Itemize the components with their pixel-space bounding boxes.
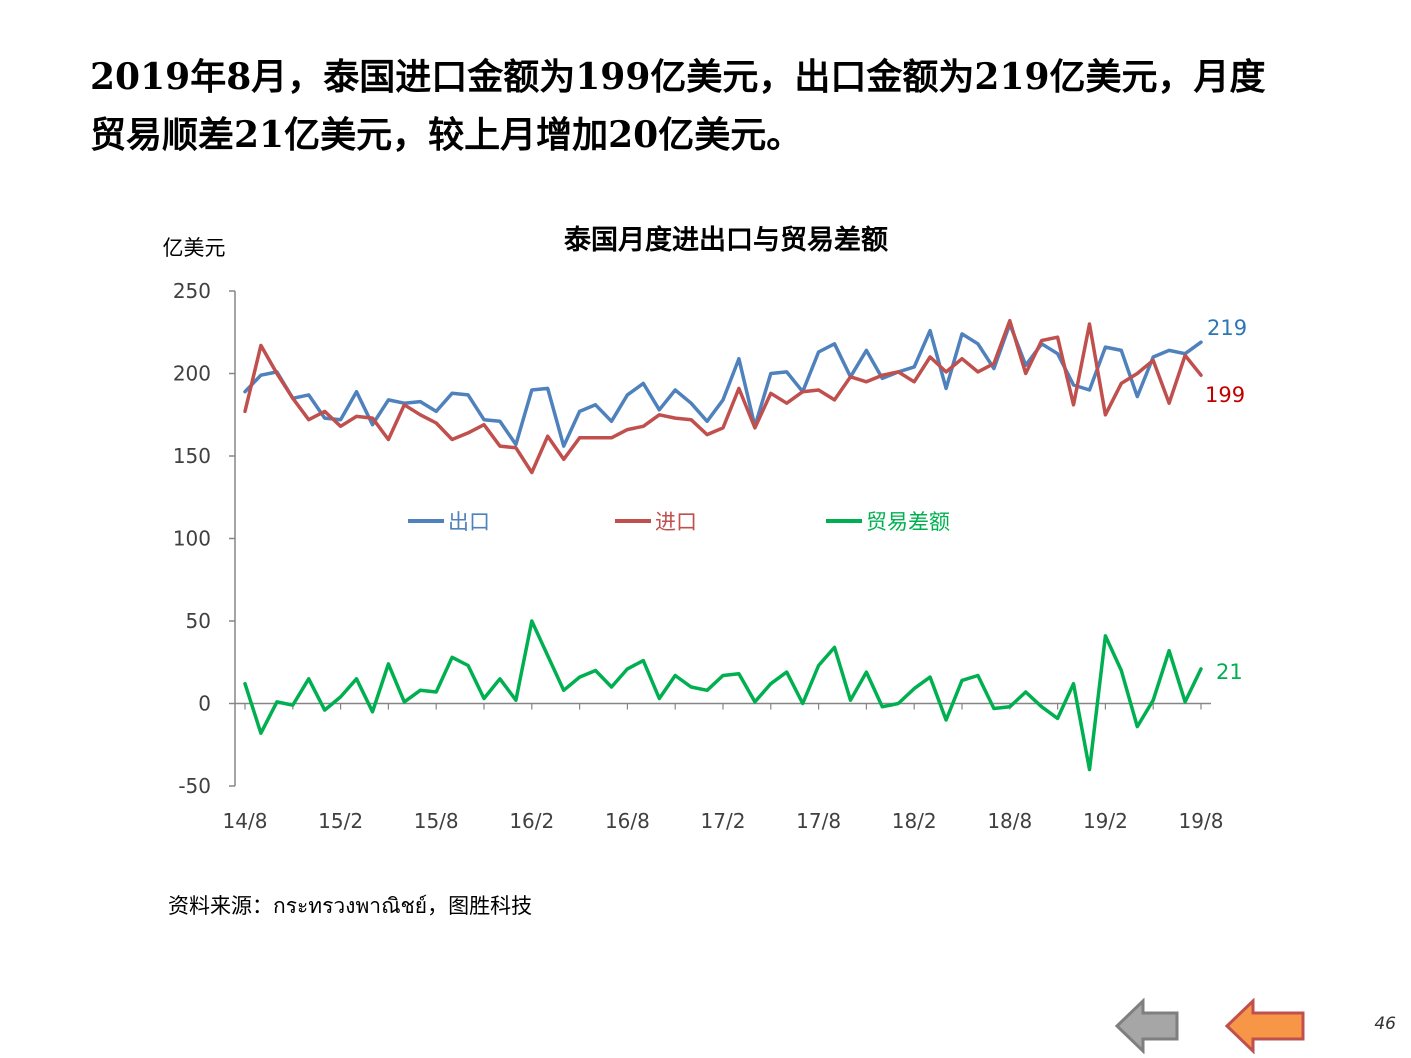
x-tick-label: 16/2 (509, 809, 554, 833)
series-line-import (243, 318, 1203, 475)
legend-item-export: 出口 (408, 510, 490, 534)
y-tick-label: 200 (173, 362, 211, 386)
x-tick-label: 19/2 (1083, 809, 1128, 833)
page-number: 46 (1374, 1014, 1396, 1034)
x-tick-label: 18/2 (892, 809, 937, 833)
y-tick-label: 50 (186, 609, 211, 633)
headline-line-2: 贸易顺差21亿美元，较上月增加20亿美元。 (90, 114, 803, 156)
y-axis-unit-label: 亿美元 (163, 236, 226, 260)
x-tick-label: 17/8 (796, 809, 841, 833)
chart-legend: 出口 进口 贸易差额 (408, 510, 950, 534)
chart-series (243, 318, 1203, 772)
back-arrow-button[interactable] (1114, 998, 1180, 1054)
x-tick-label: 18/8 (987, 809, 1032, 833)
headline: 2019年8月，泰国进口金额为199亿美元，出口金额为219亿美元，月度 贸易顺… (90, 48, 1340, 164)
x-tick-label: 15/2 (318, 809, 363, 833)
legend-label: 出口 (448, 510, 490, 534)
series-end-labels: 219 199 21 (1205, 316, 1247, 684)
headline-line-1: 2019年8月，泰国进口金额为199亿美元，出口金额为219亿美元，月度 (90, 56, 1266, 98)
back-arrow-icon (1114, 998, 1179, 1054)
end-label-import: 199 (1205, 383, 1245, 407)
source-note: 资料来源：กระทรวงพาณิชย์，图胜科技 (168, 894, 533, 918)
end-label-export: 219 (1207, 316, 1247, 340)
y-tick-label: 250 (173, 279, 211, 303)
legend-label: 贸易差额 (866, 510, 950, 534)
y-tick-label: 100 (173, 527, 211, 551)
x-tick-label: 17/2 (701, 809, 746, 833)
series-line-balance (243, 619, 1203, 772)
forward-arrow-button[interactable] (1224, 998, 1306, 1054)
x-tick-label: 14/8 (223, 809, 268, 833)
chart-axes: -50 0 50 100 150 200 250 14/8 15/2 15/8 16/2 16/8 17… (173, 279, 1224, 833)
legend-label: 进口 (655, 510, 697, 534)
x-tick-label: 16/8 (605, 809, 650, 833)
legend-item-import: 进口 (615, 510, 697, 534)
x-tick-label: 19/8 (1179, 809, 1224, 833)
y-tick-label: -50 (178, 774, 211, 798)
forward-arrow-icon (1224, 998, 1305, 1054)
y-tick-label: 150 (173, 444, 211, 468)
x-tick-label: 15/8 (414, 809, 459, 833)
end-label-balance: 21 (1216, 660, 1243, 684)
chart-title: 泰国月度进出口与贸易差额 (564, 224, 888, 256)
y-tick-label: 0 (198, 692, 211, 716)
legend-item-balance: 贸易差额 (826, 510, 950, 534)
